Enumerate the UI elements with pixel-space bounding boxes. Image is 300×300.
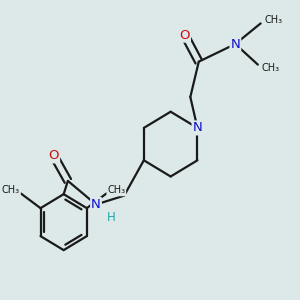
Text: O: O [179, 29, 190, 42]
Text: CH₃: CH₃ [2, 185, 20, 196]
Text: N: N [193, 122, 202, 134]
Text: O: O [49, 149, 59, 162]
Text: H: H [107, 211, 116, 224]
Text: N: N [91, 198, 101, 211]
Text: CH₃: CH₃ [261, 63, 280, 73]
Text: N: N [230, 38, 240, 50]
Text: CH₃: CH₃ [264, 15, 282, 26]
Text: CH₃: CH₃ [107, 185, 125, 196]
